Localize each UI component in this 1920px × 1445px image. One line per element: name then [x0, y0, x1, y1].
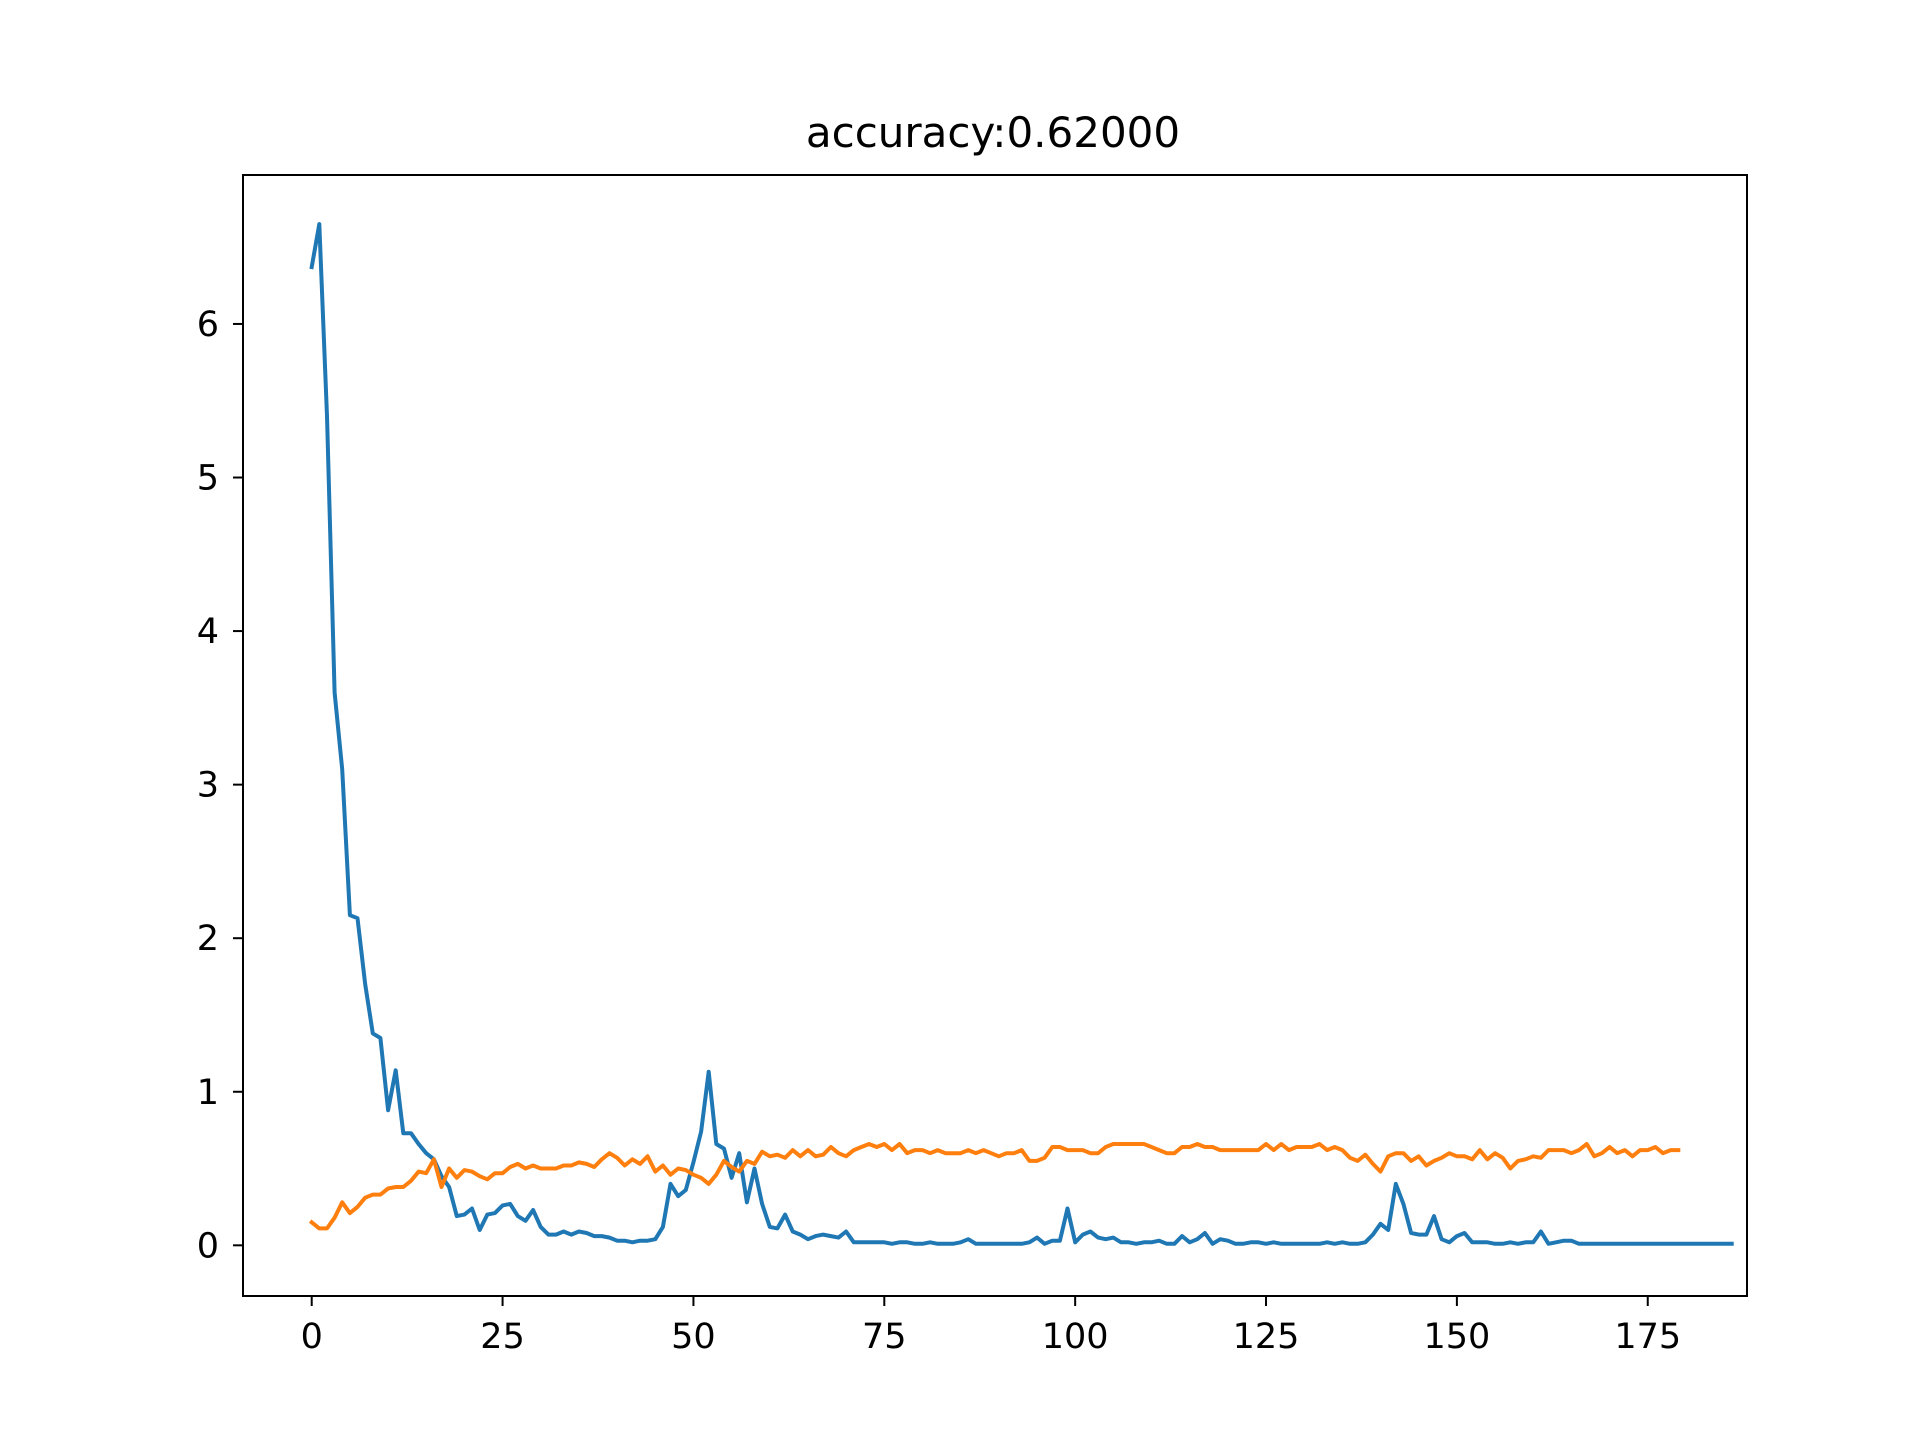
y-tick-label: 3 — [197, 766, 219, 806]
y-tick-label: 5 — [197, 459, 219, 499]
x-tick-label: 125 — [1233, 1317, 1300, 1357]
y-tick-label: 1 — [197, 1073, 219, 1113]
x-tick-label: 100 — [1042, 1317, 1109, 1357]
y-tick-label: 2 — [197, 919, 219, 959]
x-tick-label: 150 — [1423, 1317, 1490, 1357]
x-tick-label: 25 — [480, 1317, 525, 1357]
series-line-1 — [309, 222, 1734, 1246]
x-tick-label: 50 — [671, 1317, 716, 1357]
series-line-2 — [308, 1142, 1681, 1231]
axes-layer: 0 25 50 75 100 125 150 175 0 1 2 3 4 5 6 — [197, 174, 1748, 1357]
y-tick-label: 4 — [197, 612, 219, 652]
series-layer — [308, 222, 1734, 1246]
y-tick-label: 0 — [197, 1226, 219, 1266]
x-tick-label: 175 — [1614, 1317, 1681, 1357]
chart-title: accuracy:0.62000 — [806, 108, 1180, 157]
plot-frame — [242, 174, 1748, 1297]
x-tick-label: 0 — [301, 1317, 323, 1357]
y-tick-label: 6 — [197, 305, 219, 345]
x-tick-label: 75 — [862, 1317, 907, 1357]
